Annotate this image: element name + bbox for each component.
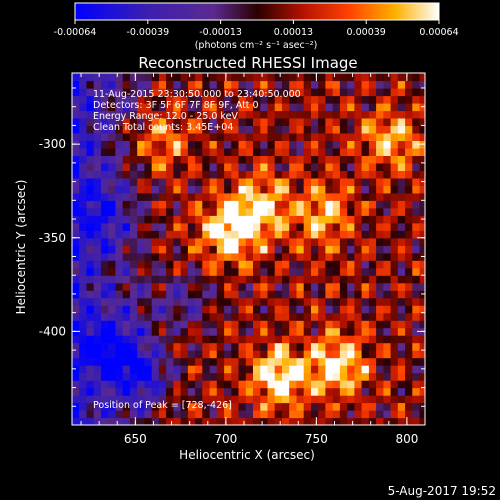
- colorbar-gradient: [75, 3, 439, 20]
- annotation-line: Clean Total counts: 3.45E+04: [93, 122, 233, 133]
- annotation-line: 11-Aug-2015 23:30:50.000 to 23:40:50.000: [93, 89, 301, 100]
- x-tick-label: 700: [214, 432, 237, 446]
- x-axis-label: Heliocentric X (arcsec): [179, 448, 315, 462]
- colorbar-tick-label: 0.00064: [419, 27, 458, 38]
- annotation-line: Detectors: 3F 5F 6F 7F 8F 9F, Att 0: [93, 100, 259, 111]
- y-axis-label: Heliocentric Y (arcsec): [14, 180, 28, 315]
- x-tick-label: 800: [395, 432, 418, 446]
- colorbar-tick-label: -0.00039: [126, 27, 169, 38]
- colorbar-frame: [74, 2, 440, 21]
- y-tick-label: -300: [39, 137, 66, 151]
- colorbar-tick-label: 0.00013: [274, 27, 313, 38]
- y-axis: -300 -350 -400: [39, 87, 425, 407]
- x-tick-label: 650: [124, 432, 147, 446]
- chart-title: Reconstructed RHESSI Image: [138, 54, 357, 72]
- colorbar-unit-label: (photons cm⁻² s⁻¹ asec⁻²): [195, 40, 318, 51]
- x-tick-label: 750: [305, 432, 328, 446]
- colorbar: -0.00064 -0.00039 -0.00013 0.00013 0.00039 0.…: [54, 2, 459, 51]
- footer-date: 5-Aug-2017 19:52: [388, 484, 496, 498]
- y-tick-label: -400: [39, 324, 66, 338]
- plot-frame: [71, 72, 426, 426]
- colorbar-tick-label: -0.00064: [54, 27, 97, 38]
- annotation-line: Energy Range: 12.0 - 25.0 keV: [93, 111, 238, 122]
- colorbar-ticks: -0.00064 -0.00039 -0.00013 0.00013 0.00039 0.…: [54, 20, 459, 38]
- x-axis: 650 700 750 800: [80, 73, 426, 446]
- heatmap: [72, 73, 425, 425]
- annotations: 11-Aug-2015 23:30:50.000 to 23:40:50.000…: [93, 89, 301, 411]
- peak-position-label: Position of Peak = [728,-426]: [93, 400, 232, 411]
- y-tick-label: -350: [39, 231, 66, 245]
- colorbar-tick-label: 0.00039: [347, 27, 386, 38]
- colorbar-tick-label: -0.00013: [199, 27, 242, 38]
